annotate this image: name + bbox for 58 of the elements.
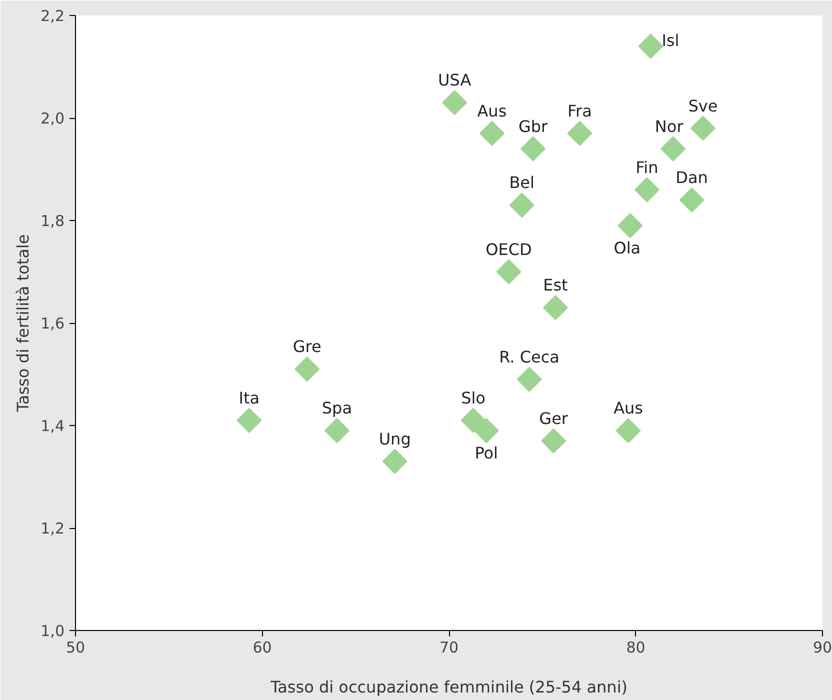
point [660,136,686,162]
y-tick-label: 1,6 [40,314,65,332]
point [638,34,664,59]
annotation: Ung [378,429,411,448]
point [541,428,566,454]
point [474,418,499,444]
annotation: Fra [568,101,592,120]
annotation: Gbr [518,116,548,136]
annotation: Sve [688,96,718,116]
point [236,408,262,433]
y-tick-label: 2,0 [40,110,65,128]
y-axis-title: Tasso di fertilità totale [14,234,33,413]
point [690,116,716,141]
y-tick-label: 1,2 [40,520,65,538]
point [509,192,534,218]
annotation: R. Ceca [499,347,560,366]
point [460,408,486,433]
annotation: Spa [322,398,352,418]
annotation: Ita [238,388,260,408]
annotation: Aus [614,398,643,418]
point [496,259,522,284]
x-tick-label: 90 [812,638,832,656]
y-tick-label: 1,8 [40,212,65,230]
annotation: Ola [614,238,641,258]
point [479,120,504,146]
point [442,90,468,116]
x-tick-label: 60 [252,638,272,656]
annotation: USA [438,70,472,90]
annotation: Gre [292,337,322,356]
annotation: Nor [654,116,684,136]
y-tick-label: 1,0 [40,622,65,640]
y-tick-label: 2,2 [40,7,65,25]
point [520,136,546,162]
x-tick-label: 80 [626,638,646,656]
annotation: Slo [461,388,486,408]
annotation: Isl [662,30,680,50]
point [542,295,568,320]
point [516,366,542,392]
annotation: Ger [539,408,568,428]
point [634,177,660,202]
point [294,356,320,382]
annotation: Est [543,276,568,295]
annotation: Pol [474,444,498,463]
point [679,187,704,213]
annotation: Fin [636,158,658,177]
y-tick-label: 1,4 [40,417,65,435]
point [567,120,592,146]
annotation: Bel [509,173,534,192]
x-tick-label: 70 [439,638,459,656]
point [618,213,643,238]
x-tick-label: 50 [66,638,86,656]
annotation: Dan [676,168,708,187]
point [382,448,408,474]
point [324,418,350,444]
annotation: OECD [486,240,532,259]
x-axis-title: Tasso di occupazione femminile (25-54 anni) [270,678,628,696]
point [616,418,641,444]
annotation: Aus [477,101,507,120]
